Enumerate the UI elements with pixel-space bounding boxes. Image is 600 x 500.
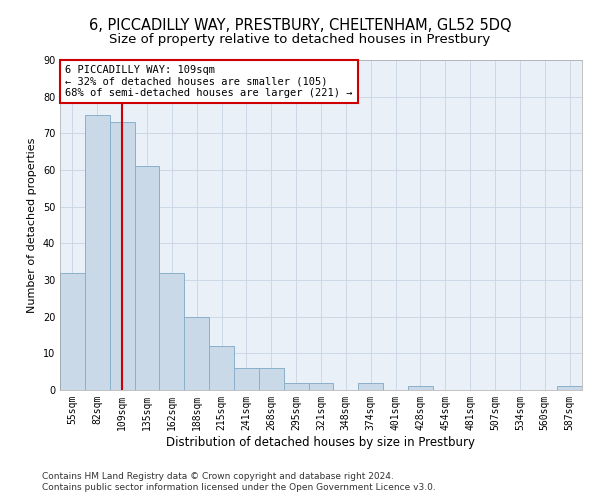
- Text: 6 PICCADILLY WAY: 109sqm
← 32% of detached houses are smaller (105)
68% of semi-: 6 PICCADILLY WAY: 109sqm ← 32% of detach…: [65, 65, 353, 98]
- Text: Contains HM Land Registry data © Crown copyright and database right 2024.: Contains HM Land Registry data © Crown c…: [42, 472, 394, 481]
- Bar: [408, 386, 433, 390]
- X-axis label: Distribution of detached houses by size in Prestbury: Distribution of detached houses by size …: [167, 436, 476, 448]
- Bar: [284, 382, 308, 390]
- Text: Size of property relative to detached houses in Prestbury: Size of property relative to detached ho…: [109, 32, 491, 46]
- Y-axis label: Number of detached properties: Number of detached properties: [27, 138, 37, 312]
- Bar: [184, 316, 209, 390]
- Bar: [209, 346, 234, 390]
- Bar: [557, 386, 582, 390]
- Bar: [308, 382, 334, 390]
- Bar: [60, 272, 85, 390]
- Bar: [358, 382, 383, 390]
- Text: 6, PICCADILLY WAY, PRESTBURY, CHELTENHAM, GL52 5DQ: 6, PICCADILLY WAY, PRESTBURY, CHELTENHAM…: [89, 18, 511, 32]
- Bar: [259, 368, 284, 390]
- Text: Contains public sector information licensed under the Open Government Licence v3: Contains public sector information licen…: [42, 484, 436, 492]
- Bar: [160, 272, 184, 390]
- Bar: [85, 115, 110, 390]
- Bar: [134, 166, 160, 390]
- Bar: [234, 368, 259, 390]
- Bar: [110, 122, 134, 390]
